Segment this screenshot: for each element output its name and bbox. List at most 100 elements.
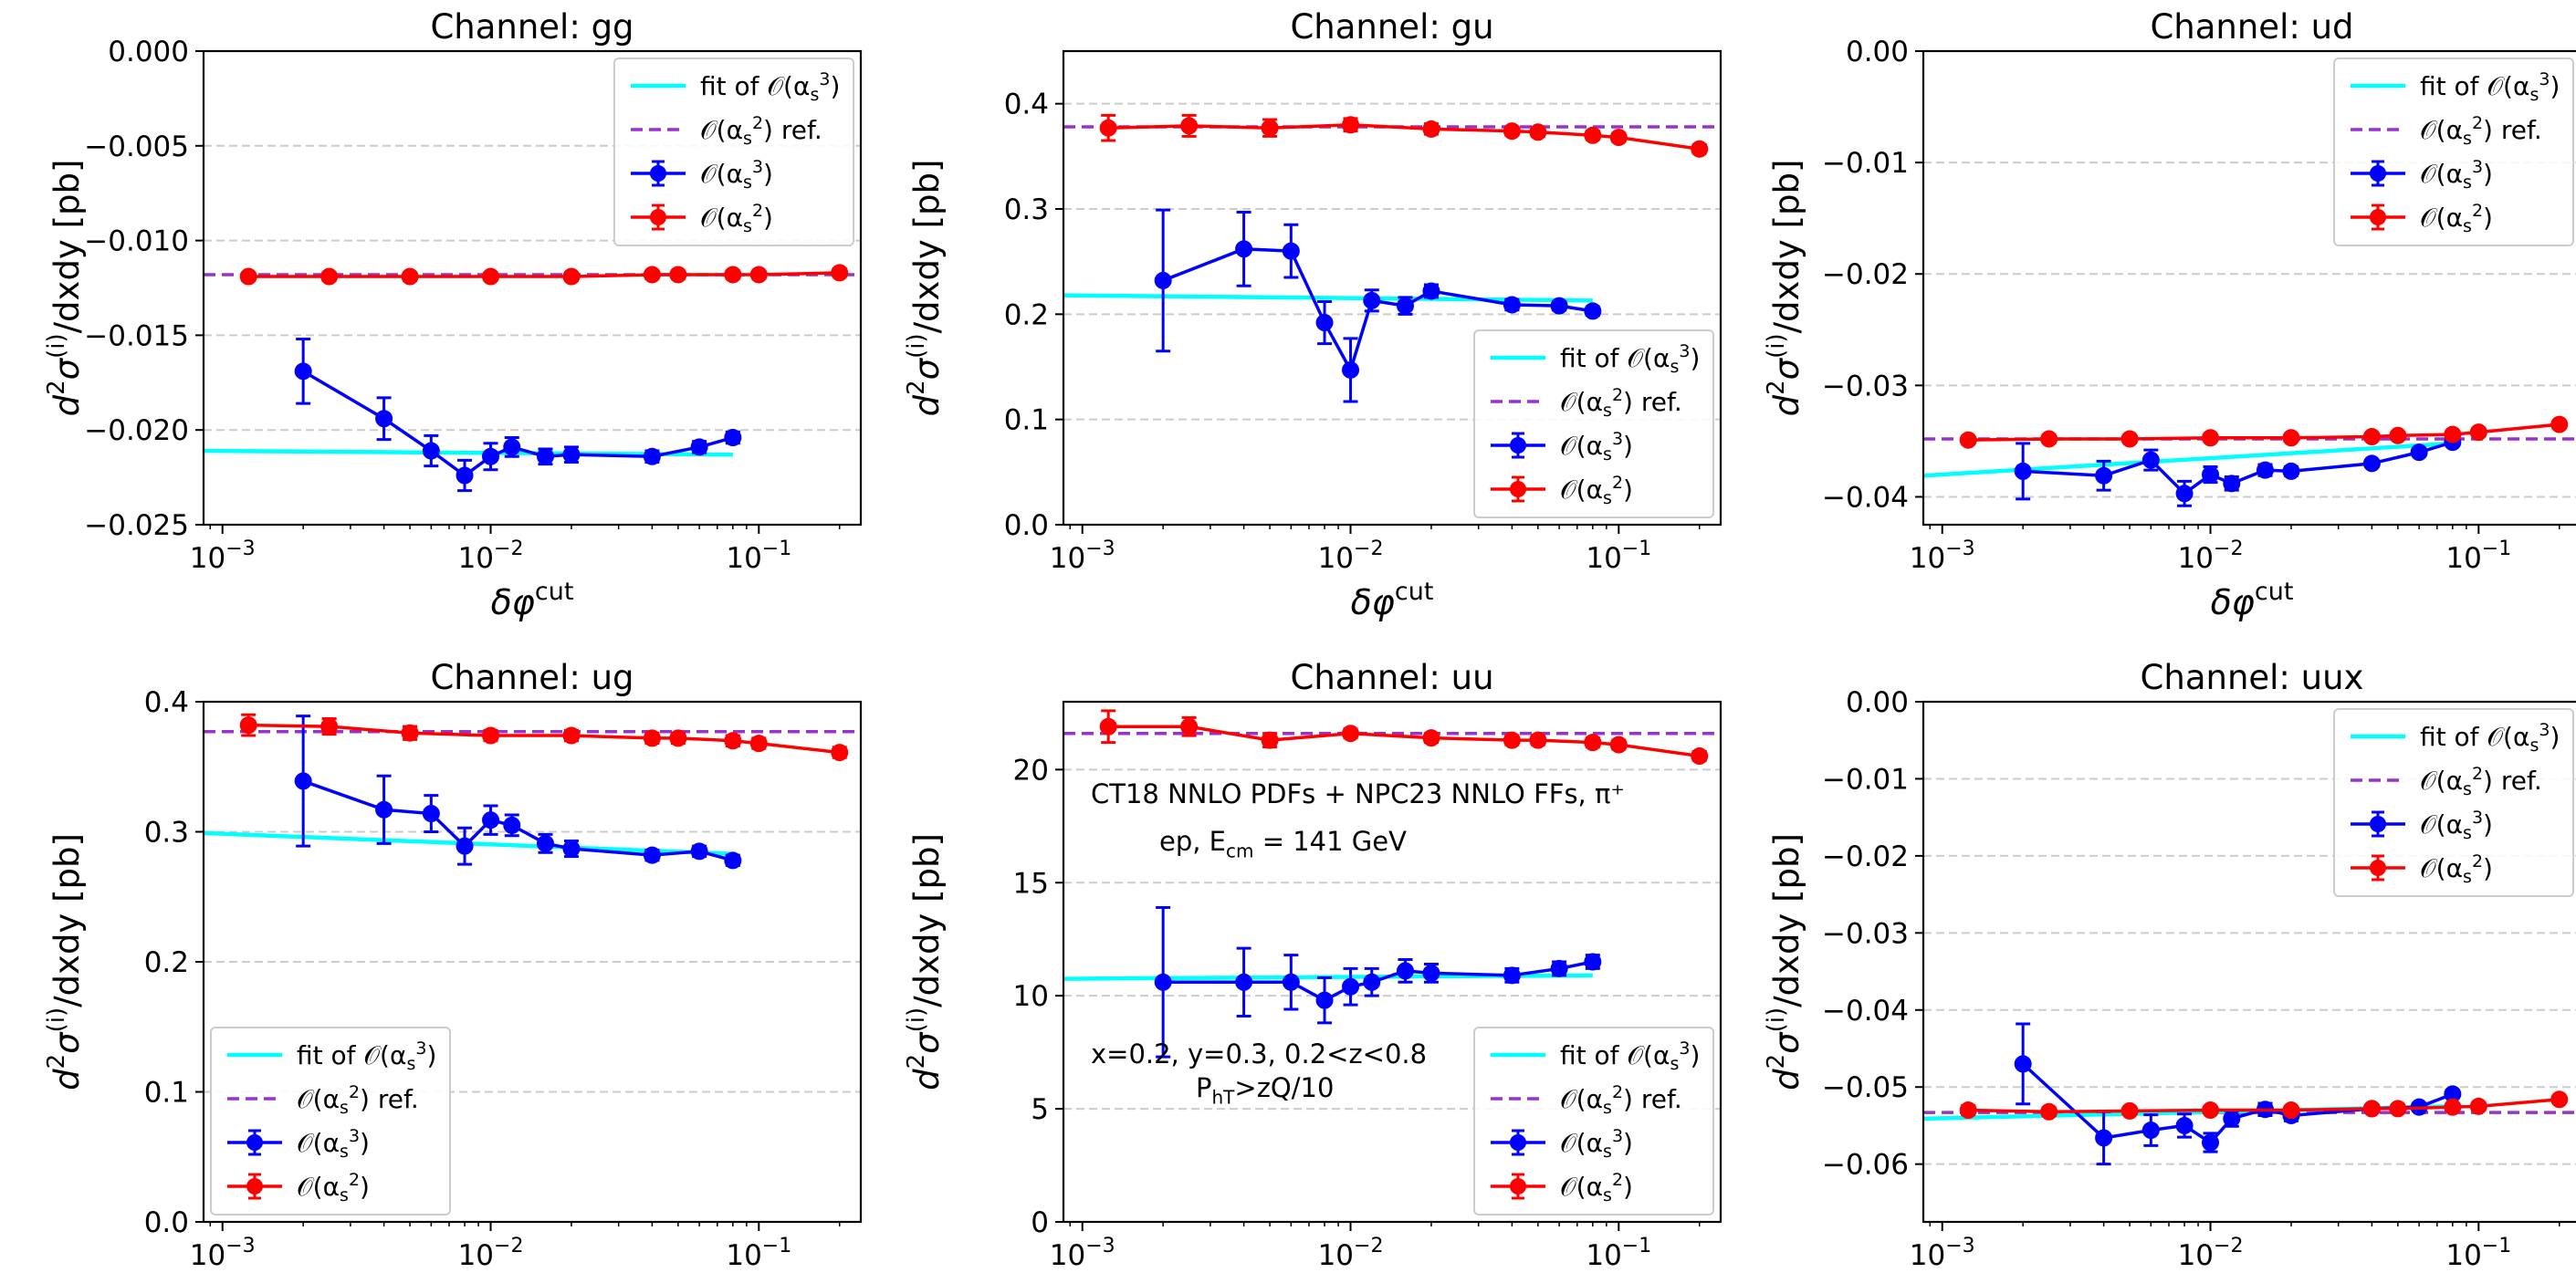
- legend-entry-fit: fit of 𝒪(αs3​): [2351, 720, 2560, 756]
- point-o2: [320, 267, 339, 286]
- legend-entry-fit: fit of 𝒪(αs3​): [1491, 341, 1700, 377]
- y-tick-label: 0.2: [1004, 298, 1049, 331]
- y-tick-label: 20: [1013, 754, 1049, 787]
- legend-entry-o3: 𝒪(αs3​): [227, 1126, 370, 1162]
- y-tick-label: 0: [1031, 1206, 1049, 1239]
- series-o2-line: [1968, 1097, 2560, 1113]
- point-o3: [1154, 271, 1172, 289]
- point-o2: [2202, 1101, 2220, 1120]
- legend-entry-o3: 𝒪(αs3​): [2351, 157, 2493, 193]
- svg-text:d2σ(i)/dxdy [pb]: d2σ(i)/dxdy [pb]: [903, 833, 947, 1090]
- legend-label: 𝒪(αs2​) ref.: [700, 113, 822, 149]
- point-o2: [1099, 717, 1117, 736]
- point-o3: [1154, 973, 1172, 991]
- annotation-text: ep, Ecm​ = 141 GeV: [1159, 826, 1407, 861]
- point-o2: [1422, 120, 1440, 138]
- point-o3: [2014, 462, 2032, 480]
- legend-label: 𝒪(αs2​): [1560, 1170, 1633, 1205]
- legend-label: 𝒪(αs2​): [700, 201, 773, 236]
- point-o3: [562, 445, 581, 464]
- axes-frame: [202, 49, 863, 527]
- point-o3: [1282, 242, 1300, 260]
- point-o2: [401, 724, 419, 742]
- legend-entry-o2: 𝒪(αs2​): [2351, 201, 2493, 236]
- axes-frame: [1062, 700, 1723, 1224]
- x-tick-label: 10−1: [2445, 1235, 2511, 1272]
- legend-entry-fit: fit of 𝒪(αs3​): [1491, 1038, 1700, 1074]
- legend-label: fit of 𝒪(αs3​): [700, 69, 840, 105]
- y-tick-label: −0.02: [1822, 840, 1909, 873]
- legend-entry-ref: 𝒪(αs2​) ref.: [1491, 385, 1682, 421]
- chart-title: Channel: gu: [1290, 7, 1493, 47]
- x-tick-label: 10−1: [1586, 1235, 1651, 1272]
- y-tick-label: −0.02: [1822, 258, 1909, 291]
- grid: [204, 144, 861, 432]
- point-o2: [2550, 1090, 2569, 1109]
- x-tick-label: 10−2: [2178, 537, 2244, 575]
- x-axis-label: δφcut: [491, 578, 574, 622]
- y-tick-label: −0.01: [1822, 147, 1909, 180]
- point-o3: [536, 834, 554, 852]
- point-o2: [562, 267, 581, 286]
- chart-title: Channel: uu: [1290, 658, 1493, 697]
- point-o2: [320, 717, 339, 736]
- point-o2: [1261, 119, 1279, 137]
- legend-entry-o2: 𝒪(αs2​): [2351, 851, 2493, 887]
- point-o2: [2362, 1100, 2381, 1118]
- point-o3: [1396, 962, 1414, 980]
- x-tick-label: 10−2: [458, 1235, 524, 1272]
- y-tick-label: 5: [1031, 1093, 1049, 1126]
- point-o2: [1959, 1101, 1977, 1120]
- point-o3: [503, 816, 521, 834]
- point-o3: [294, 362, 312, 381]
- point-o3: [2256, 461, 2274, 479]
- x-tick-label: 10−2: [1318, 1235, 1384, 1272]
- point-o2: [1503, 731, 1521, 749]
- legend-entry-fit: fit of 𝒪(αs3​): [2351, 69, 2560, 105]
- point-o2: [749, 266, 768, 284]
- annotation-text: x=0.2, y=0.3, 0.2<z<0.8: [1091, 1038, 1427, 1070]
- annotation-text: CT18 NNLO PDFs + NPC23 NNLO FFs, π⁺: [1091, 778, 1625, 809]
- chart-title: Channel: ug: [430, 658, 634, 697]
- y-tick-label: 10: [1013, 980, 1049, 1013]
- point-o2: [2469, 423, 2487, 442]
- series-o2-line: [1108, 122, 1700, 151]
- legend: fit of 𝒪(αs3​) 𝒪(αs2​) ref. 𝒪(αs3​) 𝒪(αs2​): [210, 1027, 451, 1216]
- axes-frame: [1062, 49, 1723, 527]
- legend-entry-fit: fit of 𝒪(αs3​): [227, 1038, 436, 1074]
- y-tick-label: 15: [1013, 867, 1049, 900]
- point-o2: [239, 716, 257, 735]
- point-o2: [239, 267, 257, 286]
- plot-area: [204, 264, 861, 493]
- legend-label: 𝒪(αs2​) ref.: [1560, 385, 1682, 421]
- point-o3: [1584, 302, 1602, 320]
- point-o2: [1609, 736, 1628, 754]
- y-tick-label: −0.03: [1822, 370, 1909, 402]
- plot-area: [1063, 113, 1721, 403]
- point-o2: [831, 264, 849, 282]
- point-o3: [422, 442, 440, 460]
- point-o3: [482, 447, 500, 465]
- legend: fit of 𝒪(αs3​) 𝒪(αs2​) ref. 𝒪(αs3​) 𝒪(αs2​): [2333, 708, 2574, 897]
- y-tick-label: 0.00: [1846, 686, 1909, 719]
- point-o2: [1422, 729, 1440, 747]
- y-tick-label: 0.2: [144, 946, 189, 979]
- point-o2: [1503, 122, 1521, 141]
- point-o2: [2389, 426, 2407, 444]
- y-tick-label: 0.00: [1846, 36, 1909, 68]
- legend-label: fit of 𝒪(αs3​): [2420, 720, 2560, 756]
- legend-entry-o2: 𝒪(αs2​): [631, 201, 773, 236]
- svg-text:d2σ(i)/dxdy [pb]: d2σ(i)/dxdy [pb]: [43, 833, 87, 1090]
- x-tick-label: 10−3: [1050, 537, 1115, 575]
- y-tick-label: −0.04: [1822, 995, 1909, 1028]
- point-o3: [1363, 973, 1381, 991]
- legend-label: fit of 𝒪(αs3​): [1560, 1038, 1700, 1074]
- point-o3: [724, 429, 742, 447]
- point-o3: [2141, 1122, 2160, 1140]
- point-o3: [562, 840, 581, 858]
- x-tick-label: 10−1: [726, 537, 791, 575]
- point-o2: [1180, 717, 1199, 736]
